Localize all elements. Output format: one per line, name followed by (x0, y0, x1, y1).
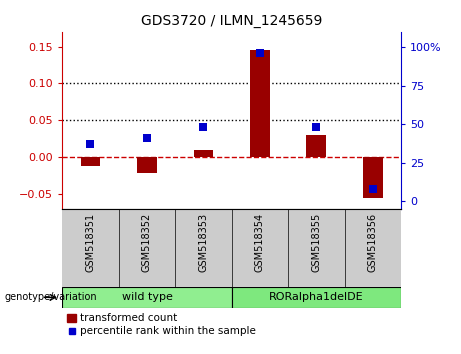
Bar (137, 157, 157, 173)
Point (87, 141, 94, 147)
Bar (62, 287, 231, 308)
Bar (307, 135, 326, 157)
Text: RORalpha1delDE: RORalpha1delDE (269, 292, 364, 302)
Point (313, 125, 320, 130)
Title: GDS3720 / ILMN_1245659: GDS3720 / ILMN_1245659 (141, 14, 322, 28)
Text: GSM518351: GSM518351 (85, 213, 95, 272)
Text: GSM518356: GSM518356 (368, 213, 378, 272)
Point (200, 125, 207, 130)
Point (143, 135, 151, 141)
Text: GSM518352: GSM518352 (142, 213, 152, 272)
Text: GSM518355: GSM518355 (311, 213, 321, 272)
Bar (194, 150, 213, 157)
Point (256, 51, 264, 56)
Text: GSM518353: GSM518353 (198, 213, 208, 272)
Bar (250, 50, 270, 157)
Legend: transformed count, percentile rank within the sample: transformed count, percentile rank withi… (67, 313, 256, 336)
Text: wild type: wild type (122, 292, 172, 302)
Text: genotype/variation: genotype/variation (5, 292, 97, 302)
Bar (231, 287, 401, 308)
Bar (81, 157, 100, 166)
Text: GSM518354: GSM518354 (255, 213, 265, 272)
Point (369, 186, 377, 192)
Bar (363, 157, 383, 198)
